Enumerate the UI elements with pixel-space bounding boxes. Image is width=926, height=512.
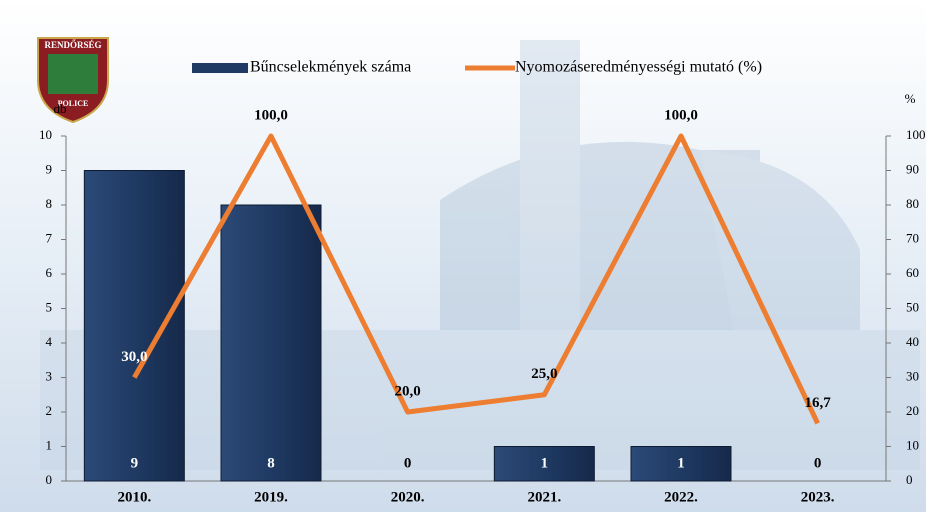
x-tick-label: 2019.: [254, 489, 288, 505]
bar: [493, 446, 595, 482]
bar: [220, 204, 322, 482]
y2-tick-label: 40: [906, 334, 919, 349]
y-tick-label: 1: [46, 437, 53, 452]
logo-text: POLICE: [58, 99, 89, 108]
y2-tick-label: 90: [906, 161, 919, 176]
y2-tick-label: 70: [906, 230, 919, 245]
bar-value-label: 1: [541, 455, 549, 471]
y2-tick-label: 100: [906, 127, 926, 142]
bar-value-label: 1: [677, 455, 685, 471]
x-tick-label: 2020.: [391, 489, 425, 505]
logo-text: RENDŐRSÉG: [44, 40, 101, 50]
y-tick-label: 2: [46, 403, 53, 418]
bar: [83, 170, 185, 482]
y2-tick-label: 60: [906, 265, 919, 280]
y-tick-label: 0: [46, 472, 53, 487]
y2-tick-label: 50: [906, 299, 919, 314]
building-photo: [40, 40, 920, 470]
line-value-label: 100,0: [664, 107, 698, 123]
line-value-label: 16,7: [805, 395, 832, 411]
y-tick-label: 5: [46, 299, 53, 314]
x-tick-label: 2010.: [117, 489, 151, 505]
legend-swatch: [192, 63, 248, 73]
bar-value-label: 0: [404, 455, 412, 471]
y-tick-label: 9: [46, 161, 53, 176]
y-tick-label: 3: [46, 368, 53, 383]
y-tick-label: 8: [46, 196, 53, 211]
line-value-label: 25,0: [531, 366, 557, 382]
line-value-label: 100,0: [254, 107, 288, 123]
y2-tick-label: 20: [906, 403, 919, 418]
bar-value-label: 8: [267, 455, 275, 471]
y2-tick-label: 0: [906, 472, 913, 487]
y-axis-title: db: [54, 101, 67, 116]
line: [132, 133, 820, 425]
y2-tick-label: 10: [906, 437, 919, 452]
x-tick-label: 2023.: [801, 489, 835, 505]
bar: [630, 446, 732, 482]
line-value-label: 30,0: [121, 349, 147, 365]
y-tick-label: 6: [46, 265, 53, 280]
bar-value-label: 9: [131, 455, 139, 471]
y-tick-label: 4: [46, 334, 53, 349]
y-tick-label: 10: [39, 127, 52, 142]
y2-tick-label: 30: [906, 368, 919, 383]
bar-value-label: 0: [814, 455, 822, 471]
logo: RENDŐRSÉG POLICE: [37, 37, 109, 124]
x-tick-label: 2021.: [527, 489, 561, 505]
line-value-label: 20,0: [395, 383, 421, 399]
x-tick-label: 2022.: [664, 489, 698, 505]
y2-tick-label: 80: [906, 196, 919, 211]
y2-axis-title: %: [905, 91, 916, 106]
legend-label: Nyomozáseredményességi mutató (%): [515, 59, 762, 76]
y-tick-label: 7: [46, 230, 53, 245]
legend-label: Bűncselekmények száma: [250, 59, 411, 76]
